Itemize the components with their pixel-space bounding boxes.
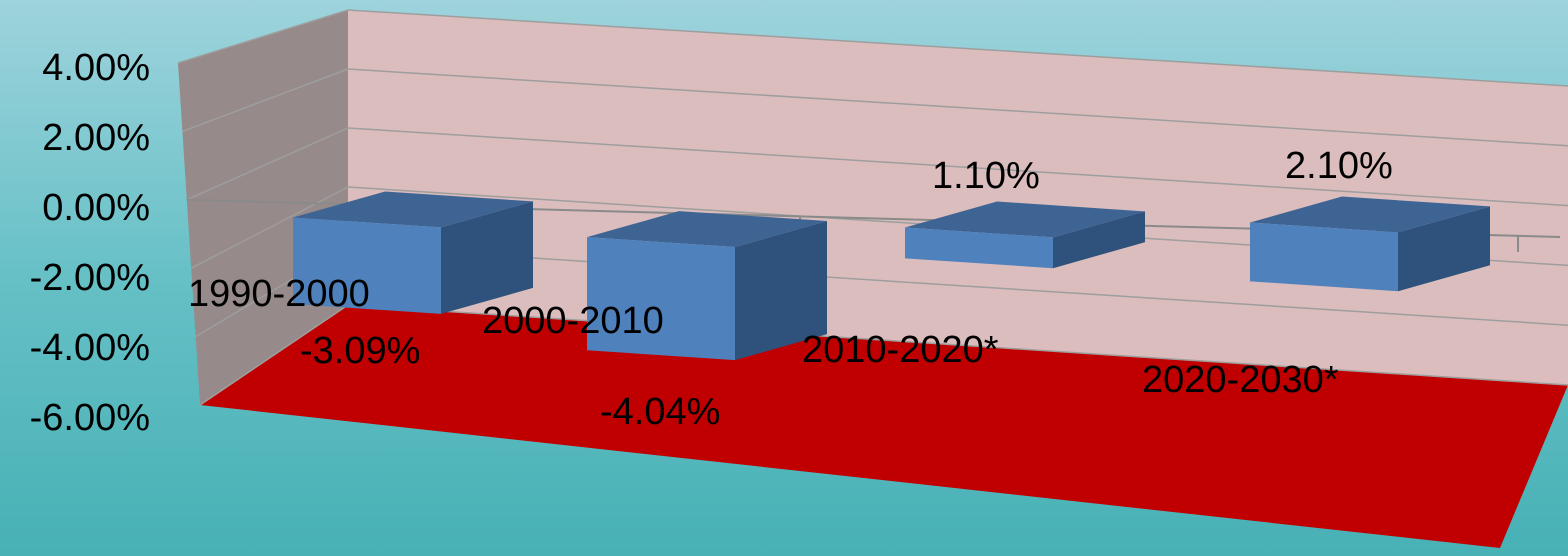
tick-label: 0.00%: [42, 187, 150, 229]
data-label: 1.10%: [932, 155, 1040, 197]
bar-top-face: [587, 211, 827, 247]
bar-front-face: [587, 237, 735, 361]
category-label: 2010-2020*: [802, 329, 999, 371]
gridline: [186, 127, 1568, 207]
bar: [293, 191, 533, 314]
bar-side-face: [1053, 211, 1145, 269]
axis-tick-labels: 4.00% 2.00% 0.00% -2.00% -4.00% -6.00%: [30, 47, 150, 439]
bar-front-face: [293, 217, 441, 314]
bar-side-face: [1398, 206, 1490, 292]
category-label: 2020-2030*: [1142, 359, 1339, 401]
bar-top-face: [1250, 196, 1490, 233]
tick-label: -2.00%: [30, 257, 150, 299]
tick-label: 2.00%: [42, 117, 150, 159]
bar: [905, 201, 1145, 269]
chart-text-labels: 1990-2000 2000-2010 2010-2020* 2020-2030…: [188, 145, 1393, 433]
category-label: 2000-2010: [482, 300, 664, 342]
bar: [1250, 196, 1490, 292]
bar-side-face: [735, 221, 827, 361]
gridline: [182, 68, 1568, 147]
bar-front-face: [905, 227, 1053, 269]
bar-side-face: [441, 201, 533, 314]
data-label: 2.10%: [1285, 145, 1393, 187]
category-label: 1990-2000: [188, 273, 370, 315]
tick-label: 4.00%: [42, 47, 150, 89]
bar-top-face: [905, 201, 1145, 238]
side-wall: [178, 10, 348, 405]
bar: [587, 211, 827, 361]
data-label: -3.09%: [300, 330, 420, 372]
chart-walls: [178, 10, 1568, 548]
bar-top-face: [293, 191, 533, 228]
tick-label: -4.00%: [30, 327, 150, 369]
data-label: -4.04%: [600, 391, 720, 433]
gridline: [190, 186, 1568, 269]
bar-front-face: [1250, 222, 1398, 292]
bars: [293, 191, 1490, 361]
gridline: [177, 9, 1568, 87]
chart-floor: [200, 305, 1568, 548]
tick-label: -6.00%: [30, 397, 150, 439]
